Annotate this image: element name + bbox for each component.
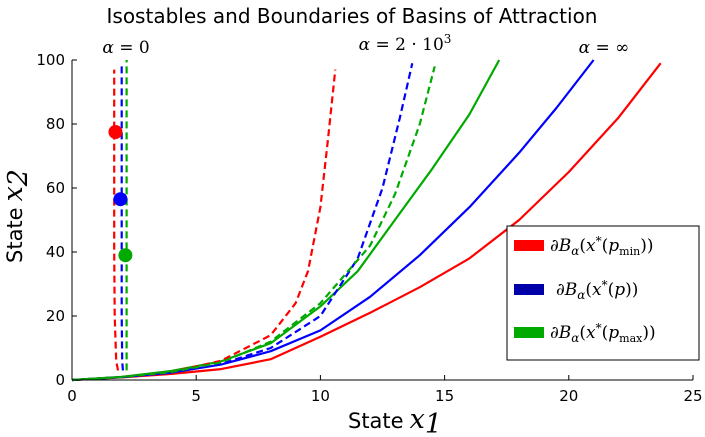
x-axis-label-sub: 1 (425, 409, 442, 437)
series-line-6 (113, 69, 120, 371)
y-axis-label: State x2 (0, 169, 34, 263)
series-line-2 (71, 59, 501, 382)
legend-swatch-pmin (514, 240, 544, 251)
legend-label-pmax: ∂Bα(x*(pmax)) (550, 321, 656, 345)
y-axis-label-sub: 2 (3, 169, 34, 187)
x-tick-label-0: 0 (67, 387, 77, 405)
y-tick-label-0: 0 (55, 371, 65, 389)
marker-0 (108, 125, 123, 139)
marker-2 (118, 248, 133, 263)
legend-entry-pmin: ∂Bα(x*(pmin)) (514, 234, 653, 258)
legend-label-pmin: ∂Bα(x*(pmin)) (550, 234, 653, 258)
y-tick-label-2: 40 (46, 243, 65, 261)
marker-layer (108, 125, 133, 263)
annotation-alpha-2e3: α = 2 · 103 (359, 32, 452, 55)
x-tick-label-3: 15 (435, 387, 454, 405)
series-line-5 (71, 66, 436, 382)
y-tick-label-5: 100 (36, 51, 65, 69)
x-tick-label-1: 5 (191, 387, 201, 405)
annotation-alpha-inf: α = ∞ (579, 38, 630, 58)
x-axis-label: State x1 (348, 404, 442, 437)
legend: ∂Bα(x*(pmin)) ∂Bα(x*(p)) ∂Bα(x*(pmax)) (506, 225, 700, 361)
series-layer (71, 59, 662, 382)
y-axis-label-var: x (0, 186, 29, 201)
y-tick-label-3: 60 (46, 179, 65, 197)
series-line-3 (71, 69, 337, 382)
legend-entry-pmax: ∂Bα(x*(pmax)) (514, 321, 656, 345)
ticks-layer: 0 5 10 15 20 25 0 20 40 60 80 100 (36, 51, 702, 405)
series-line-4 (71, 62, 414, 382)
x-axis-label-text: State (348, 409, 404, 433)
marker-1 (113, 192, 128, 207)
x-axis-label-var: x (410, 404, 425, 435)
series-line-0 (71, 62, 662, 382)
chart-title: Isostables and Boundaries of Basins of A… (107, 4, 598, 28)
legend-entry-p: ∂Bα(x*(p)) (514, 278, 638, 302)
y-tick-label-1: 20 (46, 307, 65, 325)
legend-swatch-p (514, 284, 544, 295)
x-tick-label-5: 25 (683, 387, 702, 405)
axes (71, 60, 693, 381)
y-axis-label-text: State (3, 207, 27, 263)
x-tick-label-4: 20 (559, 387, 578, 405)
y-tick-label-4: 80 (46, 115, 65, 133)
legend-swatch-pmax (514, 327, 544, 338)
legend-label-p: ∂Bα(x*(p)) (556, 278, 638, 302)
annotation-alpha-0: α = 0 (102, 38, 149, 58)
x-tick-label-2: 10 (311, 387, 330, 405)
series-line-7 (120, 63, 124, 371)
